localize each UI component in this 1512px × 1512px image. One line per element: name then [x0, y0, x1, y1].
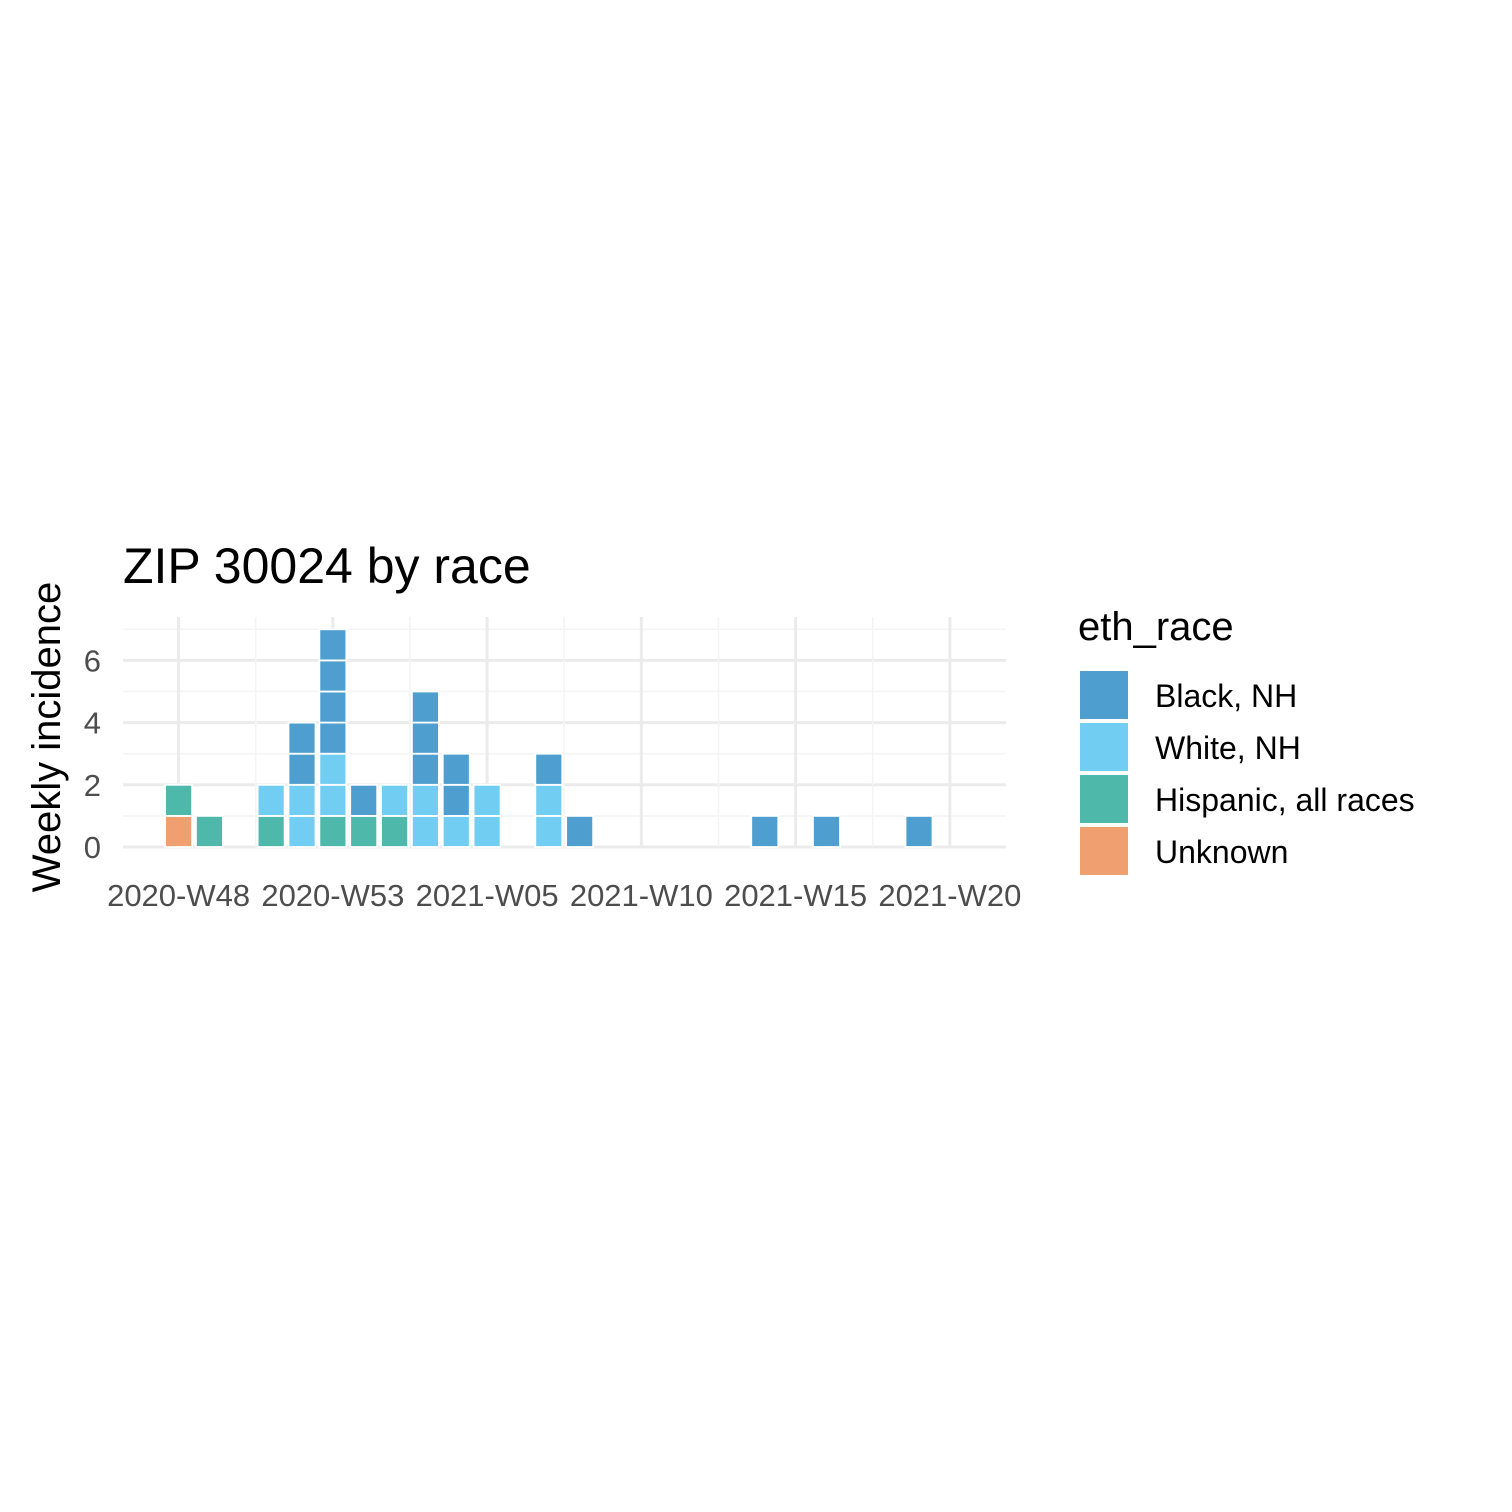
- legend-key: [1080, 827, 1128, 875]
- legend: eth_race Black, NH White, NH Hispanic, all…: [1078, 605, 1415, 875]
- case-box: [287, 783, 317, 817]
- case-box: [812, 815, 841, 848]
- legend-key: [1080, 723, 1128, 771]
- case-box: [534, 752, 564, 786]
- case-box: [380, 815, 409, 848]
- legend-title: eth_race: [1078, 605, 1234, 649]
- case-box: [318, 721, 348, 755]
- y-axis-ticks: 0 2 4 6: [84, 643, 101, 865]
- case-box: [318, 752, 348, 786]
- case-box: [441, 815, 471, 848]
- case-box: [534, 815, 564, 848]
- case-box: [472, 783, 502, 817]
- case-box: [349, 783, 379, 817]
- x-tick-label: 2021-W15: [724, 878, 867, 913]
- x-tick-label: 2021-W05: [416, 878, 559, 913]
- case-box: [410, 783, 440, 817]
- case-box: [441, 752, 471, 786]
- case-box: [164, 815, 194, 848]
- y-tick-label: 4: [84, 706, 101, 741]
- case-box: [318, 783, 348, 817]
- case-box: [195, 815, 224, 848]
- case-box: [287, 752, 317, 786]
- case-box: [349, 815, 379, 848]
- x-tick-label: 2020-W53: [261, 878, 404, 913]
- legend-label: Hispanic, all races: [1155, 782, 1415, 818]
- case-box: [410, 815, 440, 848]
- legend-label: White, NH: [1155, 730, 1301, 766]
- case-box: [410, 721, 440, 755]
- grid-lines: [123, 617, 1006, 849]
- legend-label: Unknown: [1155, 834, 1288, 870]
- case-box: [256, 783, 286, 817]
- case-box: [318, 659, 348, 693]
- case-box: [441, 783, 471, 817]
- case-box: [750, 815, 780, 848]
- legend-key: [1080, 671, 1128, 719]
- case-box: [287, 815, 317, 848]
- x-axis-ticks: 2020-W48 2020-W53 2021-W05 2021-W10 2021-W15…: [107, 878, 1021, 913]
- x-tick-label: 2021-W20: [878, 878, 1021, 913]
- case-box: [318, 690, 348, 724]
- chart-title: ZIP 30024 by race: [123, 538, 531, 594]
- legend-entries: Black, NH White, NH Hispanic, all races Unk…: [1080, 671, 1415, 875]
- case-box: [410, 752, 440, 786]
- case-box: [565, 815, 595, 848]
- case-box: [164, 783, 194, 817]
- case-box: [534, 783, 564, 817]
- case-box: [318, 628, 348, 662]
- case-box: [904, 815, 934, 848]
- case-box: [472, 815, 502, 848]
- y-tick-label: 2: [84, 768, 101, 803]
- x-tick-label: 2021-W10: [570, 878, 713, 913]
- case-box: [410, 690, 440, 724]
- legend-key: [1080, 775, 1128, 823]
- legend-label: Black, NH: [1155, 678, 1297, 714]
- case-box: [380, 783, 409, 817]
- y-tick-label: 6: [84, 643, 101, 678]
- case-box: [287, 721, 317, 755]
- case-boxes: [164, 628, 934, 848]
- case-box: [256, 815, 286, 848]
- y-tick-label: 0: [84, 830, 101, 865]
- x-tick-label: 2020-W48: [107, 878, 250, 913]
- y-axis-label: Weekly incidence: [25, 582, 69, 893]
- case-box: [318, 815, 348, 848]
